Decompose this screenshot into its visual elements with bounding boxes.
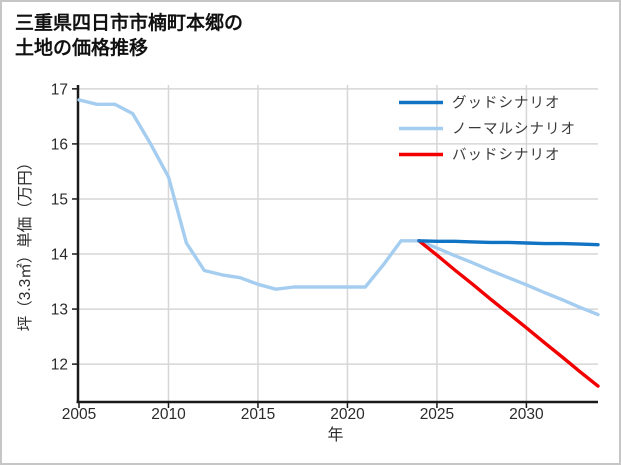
chart-title-line-1: 三重県四日市市楠町本郷の <box>15 13 244 34</box>
y-tick-label: 16 <box>51 136 68 153</box>
legend-label-normal: ノーマルシナリオ <box>452 122 576 138</box>
x-tick-label: 2030 <box>509 406 544 423</box>
series-line-bad <box>417 239 600 388</box>
x-tick-label: 2005 <box>62 406 96 423</box>
x-tick-label: 2020 <box>330 406 365 423</box>
y-axis-label: 坪（3.3㎡）単価（万円） <box>16 155 34 332</box>
y-tick-label: 15 <box>51 191 68 208</box>
chart-title: 三重県四日市市楠町本郷の 土地の価格推移 <box>15 11 243 61</box>
x-tick-label: 2010 <box>151 406 186 423</box>
chart-title-line-2: 土地の価格推移 <box>15 38 149 59</box>
series-line-normal <box>77 98 421 291</box>
x-tick-label: 2015 <box>241 406 275 423</box>
legend-label-bad: バッドシナリオ <box>452 148 561 164</box>
y-tick-label: 14 <box>51 247 69 264</box>
y-tick-label: 17 <box>51 81 68 98</box>
series-line-good <box>417 239 600 247</box>
series-line-normal <box>417 239 600 317</box>
x-tick-label: 2025 <box>420 406 454 423</box>
y-tick-label: 13 <box>51 302 68 319</box>
x-axis-label: 年 <box>327 426 343 444</box>
legend-label-good: グッドシナリオ <box>452 95 561 112</box>
y-tick-label: 12 <box>51 357 68 374</box>
